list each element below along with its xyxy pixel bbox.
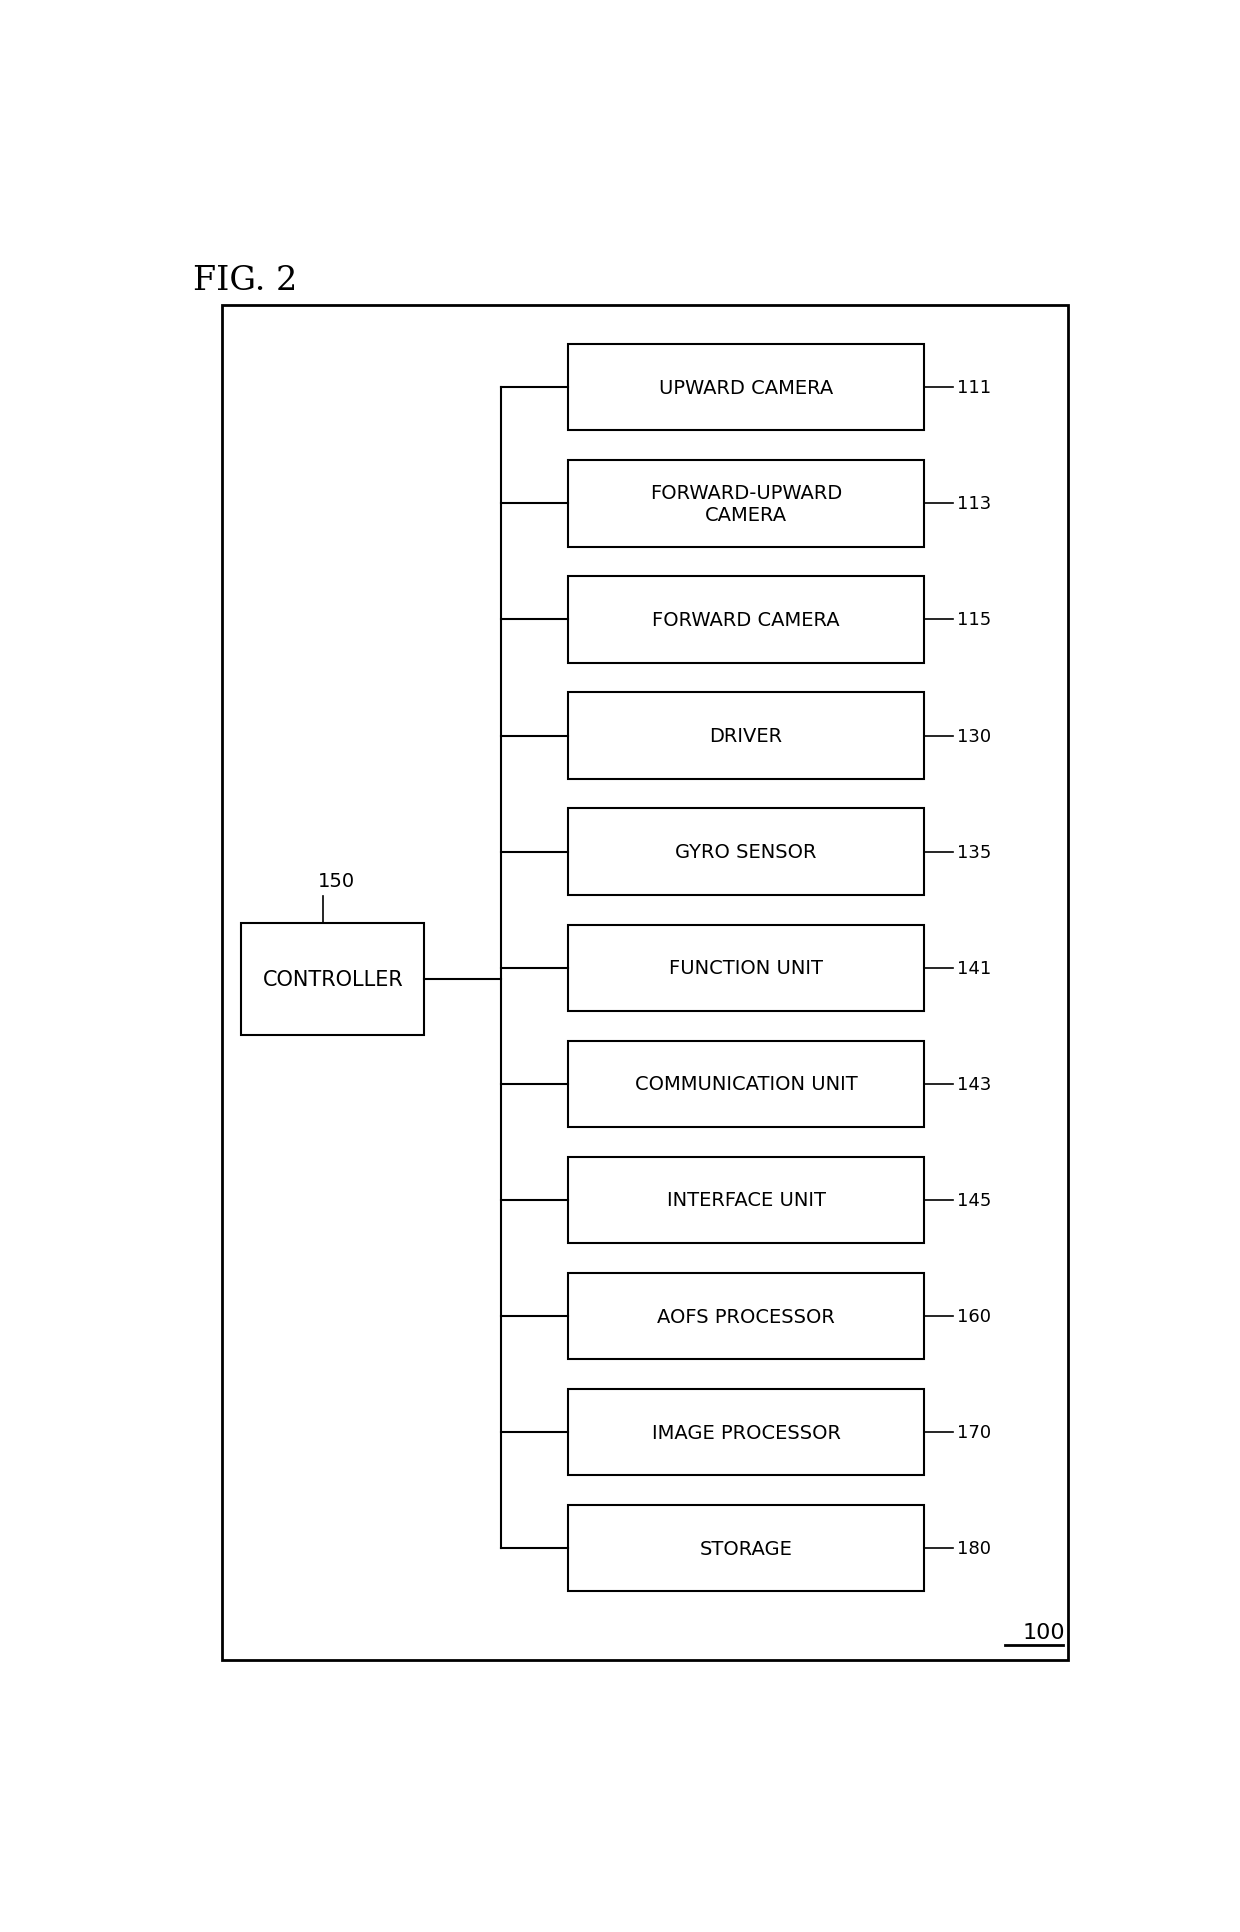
FancyBboxPatch shape	[568, 694, 924, 779]
FancyBboxPatch shape	[568, 1389, 924, 1476]
Text: 113: 113	[957, 495, 992, 514]
Text: 150: 150	[319, 871, 356, 891]
Text: 141: 141	[957, 958, 992, 978]
Text: 130: 130	[957, 726, 992, 746]
Text: UPWARD CAMERA: UPWARD CAMERA	[658, 379, 833, 398]
Text: 160: 160	[957, 1308, 992, 1325]
Text: 143: 143	[957, 1076, 992, 1094]
FancyBboxPatch shape	[568, 1505, 924, 1592]
FancyBboxPatch shape	[568, 1041, 924, 1128]
FancyBboxPatch shape	[568, 462, 924, 547]
FancyBboxPatch shape	[568, 810, 924, 895]
Text: COMMUNICATION UNIT: COMMUNICATION UNIT	[635, 1074, 857, 1094]
FancyBboxPatch shape	[568, 346, 924, 431]
Text: FUNCTION UNIT: FUNCTION UNIT	[670, 958, 823, 978]
Text: GYRO SENSOR: GYRO SENSOR	[676, 842, 817, 862]
Text: IMAGE PROCESSOR: IMAGE PROCESSOR	[651, 1422, 841, 1441]
Text: 111: 111	[957, 379, 992, 398]
Text: DRIVER: DRIVER	[709, 726, 782, 746]
FancyBboxPatch shape	[242, 923, 424, 1036]
Text: 135: 135	[957, 842, 992, 862]
Text: FORWARD-UPWARD
CAMERA: FORWARD-UPWARD CAMERA	[650, 483, 842, 526]
Text: FIG. 2: FIG. 2	[193, 265, 298, 296]
FancyBboxPatch shape	[568, 1157, 924, 1244]
Text: INTERFACE UNIT: INTERFACE UNIT	[667, 1190, 826, 1209]
FancyBboxPatch shape	[222, 305, 1068, 1660]
Text: 145: 145	[957, 1192, 992, 1209]
Text: FORWARD CAMERA: FORWARD CAMERA	[652, 611, 839, 630]
Text: AOFS PROCESSOR: AOFS PROCESSOR	[657, 1306, 835, 1325]
Text: 180: 180	[957, 1540, 992, 1557]
Text: 100: 100	[1023, 1623, 1065, 1642]
Text: 115: 115	[957, 611, 992, 630]
FancyBboxPatch shape	[568, 1273, 924, 1360]
Text: CONTROLLER: CONTROLLER	[263, 970, 403, 989]
FancyBboxPatch shape	[568, 925, 924, 1010]
FancyBboxPatch shape	[568, 578, 924, 663]
Text: STORAGE: STORAGE	[699, 1540, 792, 1557]
Text: 170: 170	[957, 1424, 992, 1441]
